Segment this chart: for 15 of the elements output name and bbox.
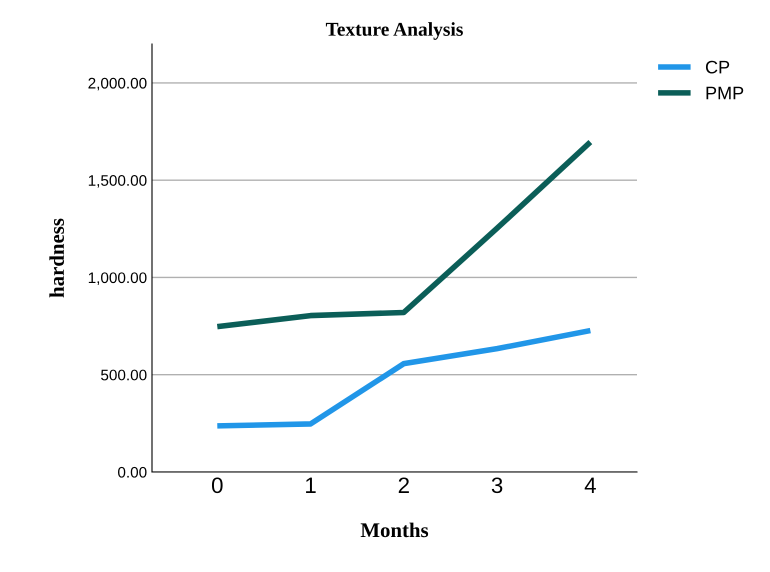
- x-tick-label: 1: [306, 478, 316, 493]
- y-tick-label: 1,500.00: [88, 175, 147, 188]
- y-tick-label: 0.00: [118, 466, 147, 478]
- x-tick-label: 4: [584, 478, 596, 493]
- x-tick-label: 0: [212, 477, 223, 494]
- y-axis-title: hardness: [49, 218, 64, 298]
- y-tick-label: 1,000.00: [88, 272, 147, 285]
- x-tick-label: 3: [492, 477, 502, 494]
- x-tick-label: 2: [398, 477, 409, 493]
- legend-label: PMP: [706, 86, 744, 100]
- y-tick-label: 2,000.00: [88, 78, 147, 90]
- x-axis-title: Months: [360, 522, 428, 538]
- legend-label: CP: [706, 60, 730, 74]
- chart-title: Texture Analysis: [326, 22, 463, 40]
- y-tick-label: 500.00: [101, 370, 147, 380]
